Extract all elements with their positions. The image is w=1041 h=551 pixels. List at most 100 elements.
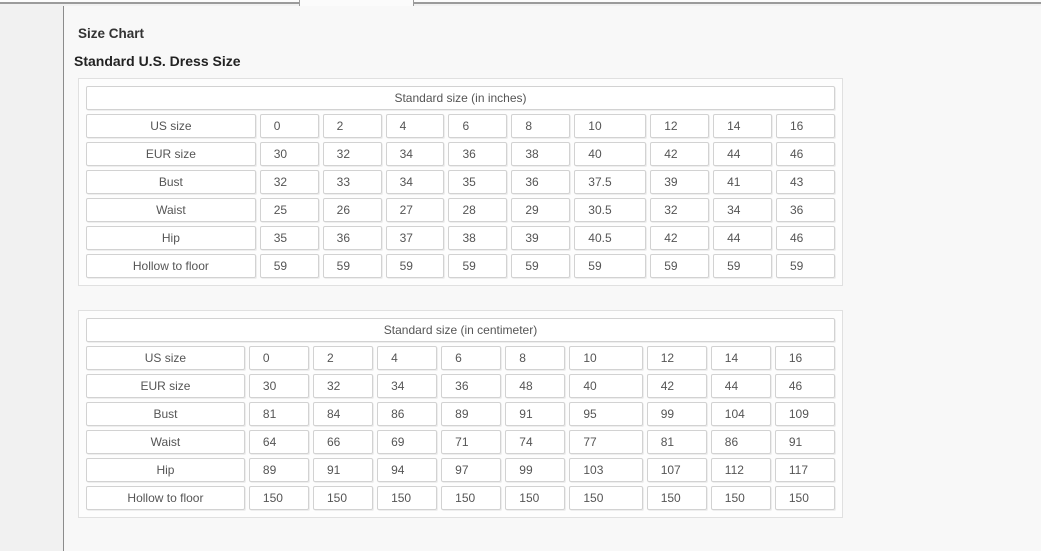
value-cell: 29 bbox=[511, 198, 571, 222]
value-cell: 91 bbox=[312, 458, 374, 482]
value-cell: 32 bbox=[259, 170, 319, 194]
value-cell: 84 bbox=[312, 402, 374, 426]
row-label-cell: Hollow to floor bbox=[86, 486, 245, 510]
value-cell: 109 bbox=[774, 402, 835, 426]
value-cell: 59 bbox=[322, 254, 382, 278]
value-cell: 12 bbox=[646, 346, 707, 370]
value-cell: 107 bbox=[646, 458, 707, 482]
value-cell: 150 bbox=[569, 486, 643, 510]
size-table: Standard size (in centimeter) US size 0 2 4 6… bbox=[82, 314, 839, 514]
value-cell: 81 bbox=[646, 430, 707, 454]
value-cell: 40.5 bbox=[574, 226, 647, 250]
value-cell: 117 bbox=[774, 458, 835, 482]
value-cell: 44 bbox=[713, 142, 772, 166]
value-cell: 150 bbox=[774, 486, 835, 510]
value-cell: 112 bbox=[710, 458, 771, 482]
size-tables: Standard size (in inches) US size 0 2 4 6 8 10 1… bbox=[64, 78, 1041, 518]
value-cell: 34 bbox=[377, 374, 438, 398]
table-row: Waist 25 26 27 28 29 30.5 32 34 36 bbox=[86, 198, 835, 222]
value-cell: 74 bbox=[505, 430, 566, 454]
page-title: Size Chart bbox=[78, 26, 145, 41]
value-cell: 48 bbox=[505, 374, 566, 398]
value-cell: 86 bbox=[710, 430, 771, 454]
value-cell: 8 bbox=[511, 114, 571, 138]
value-cell: 71 bbox=[441, 430, 502, 454]
value-cell: 14 bbox=[713, 114, 772, 138]
value-cell: 150 bbox=[312, 486, 374, 510]
row-label-cell: Waist bbox=[86, 198, 256, 222]
value-cell: 86 bbox=[377, 402, 438, 426]
table-row: Bust 32 33 34 35 36 37.5 39 41 43 bbox=[86, 170, 835, 194]
value-cell: 59 bbox=[574, 254, 647, 278]
value-cell: 0 bbox=[248, 346, 309, 370]
table-row: Hip 89 91 94 97 99 103 107 112 117 bbox=[86, 458, 835, 482]
value-cell: 89 bbox=[248, 458, 309, 482]
value-cell: 25 bbox=[259, 198, 319, 222]
value-cell: 27 bbox=[385, 198, 445, 222]
value-cell: 32 bbox=[650, 198, 710, 222]
value-cell: 38 bbox=[511, 142, 571, 166]
value-cell: 64 bbox=[248, 430, 309, 454]
tab-strip bbox=[0, 0, 1041, 4]
value-cell: 40 bbox=[569, 374, 643, 398]
value-cell: 26 bbox=[322, 198, 382, 222]
value-cell: 28 bbox=[448, 198, 508, 222]
value-cell: 33 bbox=[322, 170, 382, 194]
size-table-container: Standard size (in centimeter) US size 0 2 4 6… bbox=[78, 310, 843, 518]
value-cell: 36 bbox=[511, 170, 571, 194]
value-cell: 43 bbox=[776, 170, 835, 194]
value-cell: 36 bbox=[776, 198, 835, 222]
value-cell: 30 bbox=[259, 142, 319, 166]
value-cell: 35 bbox=[259, 226, 319, 250]
value-cell: 59 bbox=[448, 254, 508, 278]
table-row: Bust 81 84 86 89 91 95 99 104 109 bbox=[86, 402, 835, 426]
value-cell: 30.5 bbox=[574, 198, 647, 222]
value-cell: 37.5 bbox=[574, 170, 647, 194]
value-cell: 36 bbox=[322, 226, 382, 250]
value-cell: 4 bbox=[377, 346, 438, 370]
value-cell: 32 bbox=[312, 374, 374, 398]
value-cell: 42 bbox=[650, 142, 710, 166]
value-cell: 4 bbox=[385, 114, 445, 138]
value-cell: 150 bbox=[377, 486, 438, 510]
table-row: Waist 64 66 69 71 74 77 81 86 91 bbox=[86, 430, 835, 454]
value-cell: 59 bbox=[776, 254, 835, 278]
value-cell: 39 bbox=[650, 170, 710, 194]
value-cell: 99 bbox=[646, 402, 707, 426]
value-cell: 94 bbox=[377, 458, 438, 482]
value-cell: 34 bbox=[713, 198, 772, 222]
value-cell: 59 bbox=[385, 254, 445, 278]
table-header-row: Standard size (in centimeter) bbox=[86, 318, 835, 342]
content-panel: Size Chart Standard U.S. Dress Size Stan… bbox=[63, 6, 1041, 551]
value-cell: 42 bbox=[646, 374, 707, 398]
row-label-cell: EUR size bbox=[86, 374, 245, 398]
table-row: Hollow to floor 59 59 59 59 59 59 59 59 59 bbox=[86, 254, 835, 278]
value-cell: 97 bbox=[441, 458, 502, 482]
value-cell: 12 bbox=[650, 114, 710, 138]
table-row: US size 0 2 4 6 8 10 12 14 16 bbox=[86, 114, 835, 138]
value-cell: 40 bbox=[574, 142, 647, 166]
value-cell: 10 bbox=[574, 114, 647, 138]
row-label-cell: Bust bbox=[86, 402, 245, 426]
value-cell: 6 bbox=[448, 114, 508, 138]
value-cell: 8 bbox=[505, 346, 566, 370]
value-cell: 59 bbox=[259, 254, 319, 278]
value-cell: 104 bbox=[710, 402, 771, 426]
value-cell: 2 bbox=[312, 346, 374, 370]
value-cell: 150 bbox=[710, 486, 771, 510]
active-tab[interactable] bbox=[299, 0, 414, 6]
value-cell: 34 bbox=[385, 170, 445, 194]
value-cell: 46 bbox=[776, 142, 835, 166]
value-cell: 39 bbox=[511, 226, 571, 250]
value-cell: 150 bbox=[505, 486, 566, 510]
value-cell: 95 bbox=[569, 402, 643, 426]
table-title: Standard size (in centimeter) bbox=[86, 318, 835, 342]
row-label-cell: Waist bbox=[86, 430, 245, 454]
value-cell: 44 bbox=[713, 226, 772, 250]
section-subtitle: Standard U.S. Dress Size bbox=[74, 53, 241, 69]
value-cell: 59 bbox=[650, 254, 710, 278]
row-label-cell: Hip bbox=[86, 226, 256, 250]
value-cell: 89 bbox=[441, 402, 502, 426]
value-cell: 41 bbox=[713, 170, 772, 194]
